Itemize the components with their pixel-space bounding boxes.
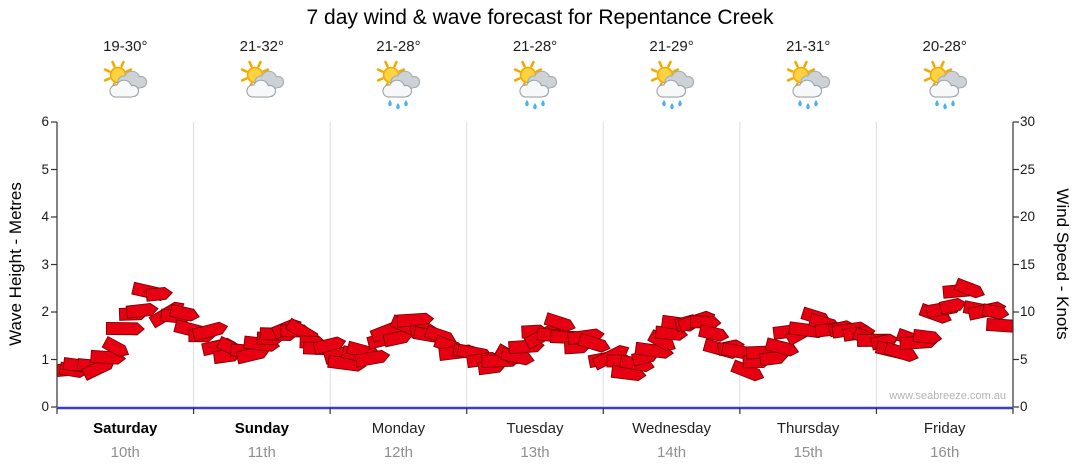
day-name: Tuesday [506,420,564,437]
right-tick-label: 5 [1020,351,1028,367]
left-tick-label: 1 [41,351,49,367]
right-tick-label: 0 [1020,399,1028,414]
page-title: 7 day wind & wave forecast for Repentanc… [306,6,774,29]
left-tick-label: 3 [41,256,49,272]
day-date: 16th [930,444,960,461]
temp-range: 21-28° [376,38,421,55]
day-date: 12th [383,444,414,461]
left-tick-label: 0 [41,399,49,414]
temp-range: 20-28° [922,38,967,55]
day-date: 15th [793,444,823,461]
day-date: 13th [520,444,550,461]
temp-range: 21-32° [239,38,285,55]
sun-cloud-rain-icon [743,60,873,112]
right-tick-label: 30 [1020,114,1036,129]
day-name: Wednesday [632,420,712,437]
day-name: Sunday [234,420,289,437]
temp-range: 21-28° [512,38,558,55]
sun-cloud-rain-icon [607,60,737,112]
left-tick-label: 5 [41,161,49,177]
watermark: www.seabreeze.com.au [889,390,1006,402]
right-tick-label: 25 [1020,161,1036,177]
sun-cloud-icon [60,60,190,112]
day-date: 10th [110,444,140,461]
sun-cloud-icon [197,60,327,112]
sun-cloud-rain-icon [470,60,600,112]
left-tick-label: 2 [41,304,49,319]
right-tick-label: 15 [1020,256,1036,272]
day-date: 14th [656,444,687,461]
day-date: 11th [247,444,276,461]
right-tick-label: 20 [1020,209,1036,224]
temp-range: 21-31° [785,38,831,55]
day-name: Saturday [93,420,158,437]
temp-range: 21-29° [649,38,694,55]
day-name: Friday [923,420,966,437]
left-tick-label: 6 [41,114,49,129]
day-name: Monday [371,420,426,437]
sun-cloud-rain-icon [880,60,1010,112]
left-tick-label: 4 [41,209,49,224]
day-name: Thursday [776,420,840,437]
sun-cloud-rain-icon [333,60,463,112]
temp-range: 19-30° [103,38,148,55]
right-tick-label: 10 [1020,304,1036,319]
